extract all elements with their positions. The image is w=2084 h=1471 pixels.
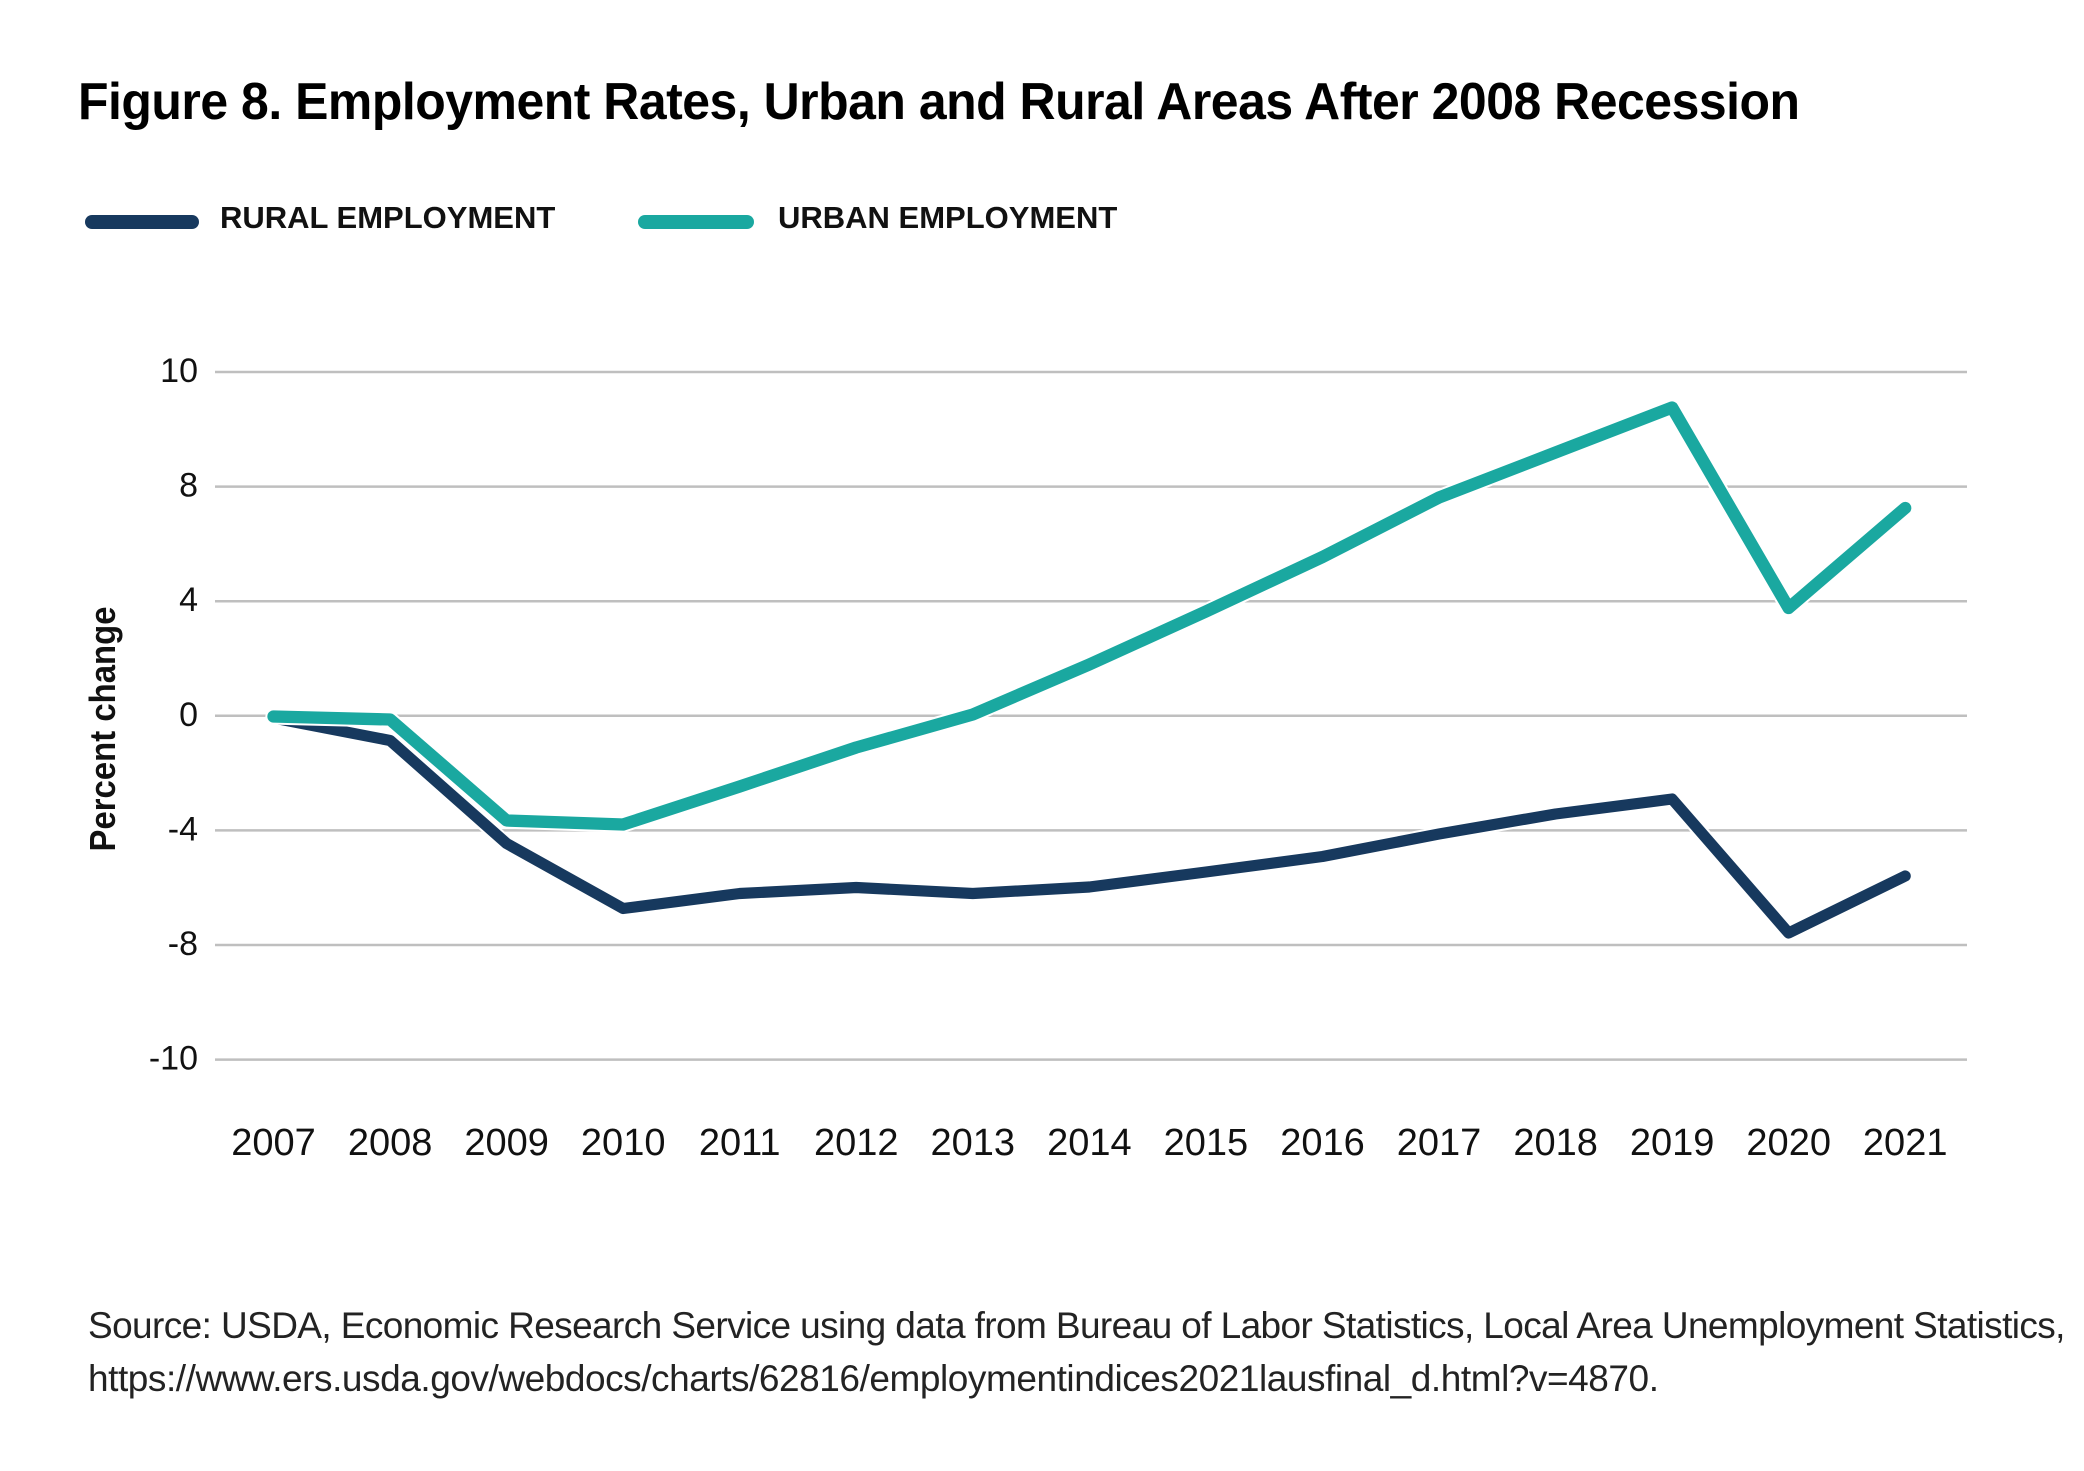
svg-text:2020: 2020 xyxy=(1746,1122,1831,1164)
svg-text:4: 4 xyxy=(179,581,198,619)
svg-text:8: 8 xyxy=(179,467,198,505)
svg-text:2018: 2018 xyxy=(1513,1122,1598,1164)
svg-text:2021: 2021 xyxy=(1863,1122,1948,1164)
svg-text:2007: 2007 xyxy=(231,1122,316,1164)
svg-text:0: 0 xyxy=(179,696,198,734)
svg-text:Percent change: Percent change xyxy=(82,607,123,852)
svg-text:2011: 2011 xyxy=(699,1122,781,1164)
svg-text:2014: 2014 xyxy=(1047,1122,1132,1164)
svg-text:2009: 2009 xyxy=(464,1122,549,1164)
svg-text:-4: -4 xyxy=(168,810,198,848)
svg-text:2015: 2015 xyxy=(1164,1122,1249,1164)
svg-text:2019: 2019 xyxy=(1630,1122,1715,1164)
svg-text:2010: 2010 xyxy=(581,1122,666,1164)
svg-text:-10: -10 xyxy=(149,1040,198,1078)
svg-text:2013: 2013 xyxy=(931,1122,1016,1164)
svg-text:-8: -8 xyxy=(168,925,198,963)
svg-text:2008: 2008 xyxy=(348,1122,433,1164)
svg-text:2017: 2017 xyxy=(1397,1122,1482,1164)
svg-text:2016: 2016 xyxy=(1280,1122,1365,1164)
svg-text:2012: 2012 xyxy=(814,1122,899,1164)
svg-text:10: 10 xyxy=(160,352,198,390)
